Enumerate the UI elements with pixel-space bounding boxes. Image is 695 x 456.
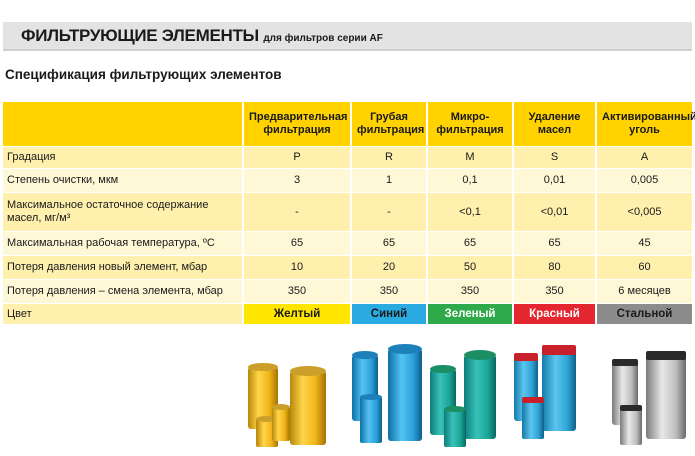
table-cell: M <box>427 146 514 169</box>
table-row: Градация P R M S A <box>3 146 692 169</box>
row-label: Степень очистки, мкм <box>3 168 244 193</box>
table-cell: 1 <box>351 168 428 193</box>
row-label: Максимальное остаточное содержание масел… <box>3 192 244 232</box>
table-cell: 0,005 <box>596 168 692 193</box>
table-cell: A <box>596 146 692 169</box>
table-row: Максимальная рабочая температура, ºC 65 … <box>3 231 692 256</box>
table-cell: 0,01 <box>513 168 597 193</box>
table-cell: - <box>243 192 352 232</box>
table-cell: 6 месяцев <box>596 279 692 304</box>
header-empty-cell <box>3 102 244 147</box>
row-label: Максимальная рабочая температура, ºC <box>3 231 244 256</box>
table-cell: 65 <box>513 231 597 256</box>
table-cell: 350 <box>427 279 514 304</box>
table-row: Потеря давления – смена элемента, мбар 3… <box>3 279 692 304</box>
color-row: Цвет Желтый Синий Зеленый Красный Стальн… <box>3 303 692 325</box>
column-header: Предварительная фильтрация <box>243 102 352 147</box>
table-cell: 80 <box>513 255 597 280</box>
table-cell: <0,005 <box>596 192 692 232</box>
table-cell: <0,01 <box>513 192 597 232</box>
table-header-row: Предварительная фильтрация Грубая фильтр… <box>3 102 695 147</box>
row-label: Градация <box>3 146 244 169</box>
section-title: Спецификация фильтрующих элементов <box>5 67 282 82</box>
table-cell: 0,1 <box>427 168 514 193</box>
column-header: Удаление масел <box>513 102 597 147</box>
page-title: ФИЛЬТРУЮЩИЕ ЭЛЕМЕНТЫ для фильтров серии … <box>21 26 383 46</box>
column-header: Активированный уголь <box>596 102 695 147</box>
page-subtitle: для фильтров серии AF <box>263 33 383 44</box>
header-bar: ФИЛЬТРУЮЩИЕ ЭЛЕМЕНТЫ для фильтров серии … <box>3 22 692 51</box>
column-header: Микро-фильтрация <box>427 102 514 147</box>
table-cell: 65 <box>427 231 514 256</box>
steel-filter-elements <box>612 351 686 445</box>
color-swatch-red: Красный <box>513 303 597 325</box>
table-cell: 45 <box>596 231 692 256</box>
table-cell: 350 <box>513 279 597 304</box>
table-row: Потеря давления новый элемент, мбар 10 2… <box>3 255 692 280</box>
green-filter-elements <box>430 350 496 447</box>
blue-filter-elements <box>352 344 422 443</box>
table-cell: <0,1 <box>427 192 514 232</box>
table-cell: S <box>513 146 597 169</box>
table-cell: 20 <box>351 255 428 280</box>
column-header: Грубая фильтрация <box>351 102 428 147</box>
color-swatch-steel: Стальной <box>596 303 692 325</box>
spec-table: Предварительная фильтрация Грубая фильтр… <box>3 102 695 325</box>
table-cell: 50 <box>427 255 514 280</box>
table-row: Степень очистки, мкм 3 1 0,1 0,01 0,005 <box>3 168 692 193</box>
row-label: Цвет <box>3 303 244 325</box>
page-title-main: ФИЛЬТРУЮЩИЕ ЭЛЕМЕНТЫ <box>21 26 259 45</box>
color-swatch-blue: Синий <box>351 303 428 325</box>
yellow-filter-elements <box>248 363 326 447</box>
table-cell: 3 <box>243 168 352 193</box>
table-cell: 65 <box>243 231 352 256</box>
table-cell: 65 <box>351 231 428 256</box>
color-swatch-green: Зеленый <box>427 303 514 325</box>
table-row: Максимальное остаточное содержание масел… <box>3 192 692 232</box>
red-filter-elements <box>514 345 576 439</box>
table-cell: - <box>351 192 428 232</box>
color-swatch-yellow: Желтый <box>243 303 352 325</box>
row-label: Потеря давления – смена элемента, мбар <box>3 279 244 304</box>
table-cell: 350 <box>243 279 352 304</box>
table-cell: 60 <box>596 255 692 280</box>
filter-elements-photo <box>240 343 692 453</box>
row-label: Потеря давления новый элемент, мбар <box>3 255 244 280</box>
table-cell: 350 <box>351 279 428 304</box>
table-cell: 10 <box>243 255 352 280</box>
table-cell: P <box>243 146 352 169</box>
table-cell: R <box>351 146 428 169</box>
